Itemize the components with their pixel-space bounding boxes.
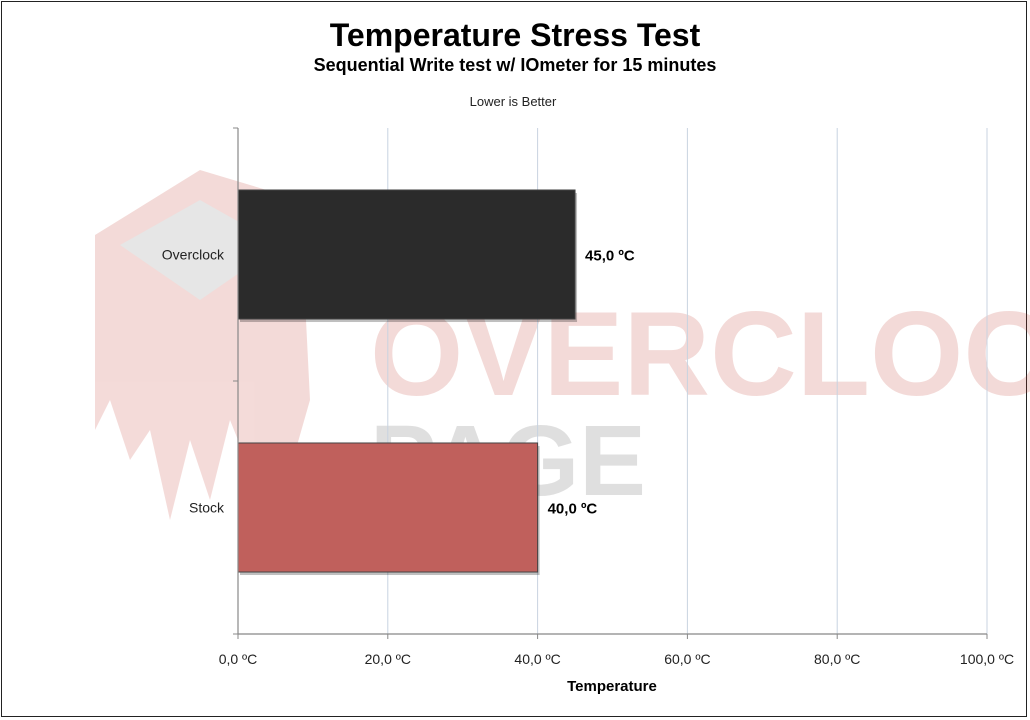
bar-overclock <box>237 189 576 320</box>
chart-note: Lower is Better <box>470 94 557 109</box>
x-tick-label: 80,0 ºC <box>814 651 860 667</box>
data-label-overclock: 45,0 ºC <box>585 248 635 265</box>
x-tick-label: 100,0 ºC <box>960 651 1014 667</box>
chart-title: Temperature Stress Test <box>330 17 701 53</box>
x-tick-label: 0,0 ºC <box>219 651 258 667</box>
x-tick-label: 60,0 ºC <box>664 651 710 667</box>
category-labels: Overclock Stock <box>162 247 225 516</box>
chart-subtitle: Sequential Write test w/ IOmeter for 15 … <box>314 55 717 75</box>
x-tick-label: 20,0 ºC <box>365 651 411 667</box>
data-labels: 45,0 ºC 40,0 ºC <box>548 248 635 518</box>
x-tick-labels: 0,0 ºC 20,0 ºC 40,0 ºC 60,0 ºC 80,0 ºC 100,0 … <box>219 651 1014 667</box>
bar-stock <box>237 442 539 573</box>
x-axis-label: Temperature <box>567 678 657 695</box>
category-label-overclock: Overclock <box>162 247 225 263</box>
bars <box>237 189 578 576</box>
data-label-stock: 40,0 ºC <box>548 501 598 518</box>
category-label-stock: Stock <box>189 500 225 516</box>
x-tick-label: 40,0 ºC <box>514 651 560 667</box>
axes <box>233 127 988 639</box>
